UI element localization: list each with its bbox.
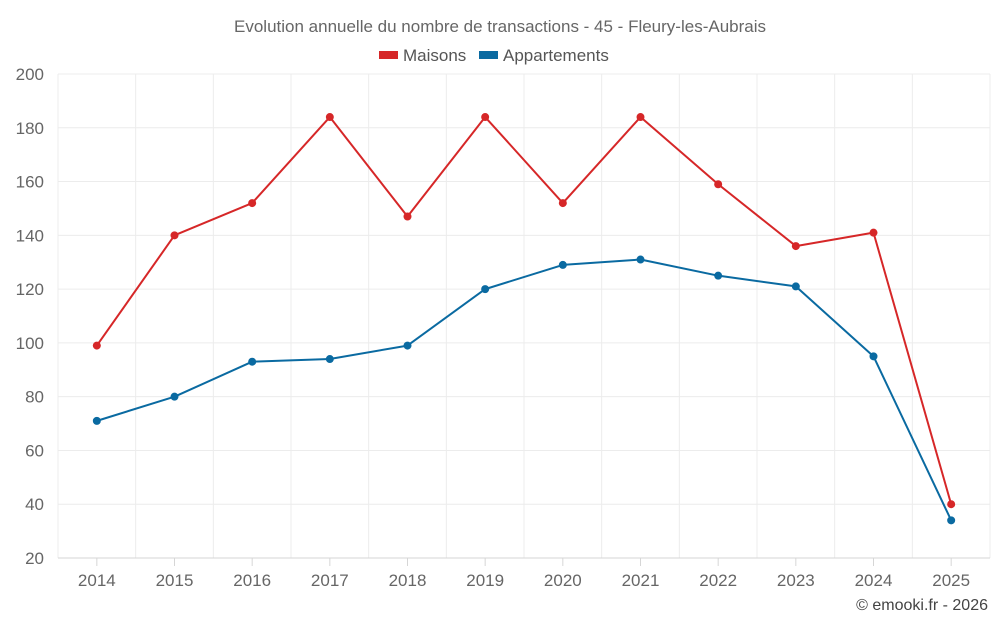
data-point-appartements[interactable] (714, 271, 723, 280)
data-point-maisons[interactable] (403, 212, 412, 221)
credit-text: © emooki.fr - 2026 (856, 597, 988, 614)
axes: 20 40 60 80 100 120 140 160 180 200 2014 2015 2016 20… (16, 65, 990, 590)
y-tick-label: 180 (16, 119, 44, 138)
data-point-appartements[interactable] (325, 355, 334, 364)
y-tick-label: 80 (25, 388, 44, 407)
y-tick-label: 120 (16, 280, 44, 299)
y-tick-label: 40 (25, 495, 44, 514)
legend-label: Maisons (403, 46, 466, 65)
x-tick-label: 2020 (544, 571, 582, 590)
x-tick-label: 2014 (78, 571, 116, 590)
grid (57, 73, 991, 559)
data-point-maisons[interactable] (170, 231, 179, 240)
data-point-appartements[interactable] (791, 282, 800, 291)
legend-swatch (379, 51, 398, 59)
data-point-appartements[interactable] (869, 352, 878, 361)
data-point-appartements[interactable] (248, 357, 257, 366)
data-point-maisons[interactable] (248, 199, 257, 208)
series-line-appartements (96, 258, 953, 521)
data-point-appartements[interactable] (481, 285, 490, 294)
data-point-appartements[interactable] (636, 255, 645, 264)
data-point-maisons[interactable] (636, 113, 645, 122)
x-tick-label: 2018 (389, 571, 427, 590)
data-point-appartements[interactable] (947, 516, 956, 525)
x-tick-label: 2021 (622, 571, 660, 590)
x-tick-label: 2019 (466, 571, 504, 590)
data-point-maisons[interactable] (714, 180, 723, 189)
y-tick-label: 20 (25, 549, 44, 568)
data-point-maisons[interactable] (558, 199, 567, 208)
series-group (92, 113, 956, 525)
y-tick-label: 60 (25, 441, 44, 460)
legend-swatch (479, 51, 498, 59)
x-tick-label: 2015 (156, 571, 194, 590)
x-tick-label: 2023 (777, 571, 815, 590)
data-point-maisons[interactable] (791, 242, 800, 251)
x-tick-label: 2022 (699, 571, 737, 590)
legend-item-appartements[interactable]: Appartements (479, 46, 609, 65)
data-point-appartements[interactable] (92, 416, 101, 425)
data-point-appartements[interactable] (558, 260, 567, 269)
x-tick-label: 2016 (233, 571, 271, 590)
data-point-appartements[interactable] (403, 341, 412, 350)
x-tick-label: 2024 (855, 571, 893, 590)
y-tick-label: 140 (16, 226, 44, 245)
data-point-maisons[interactable] (869, 228, 878, 237)
x-tick-label: 2017 (311, 571, 349, 590)
series-line-maisons (96, 116, 953, 505)
y-tick-label: 100 (16, 334, 44, 353)
data-point-maisons[interactable] (481, 113, 490, 122)
data-point-appartements[interactable] (170, 392, 179, 401)
legend-item-maisons[interactable]: Maisons (379, 46, 466, 65)
data-point-maisons[interactable] (92, 341, 101, 350)
legend-label: Appartements (503, 46, 609, 65)
y-tick-label: 200 (16, 65, 44, 84)
x-tick-label: 2025 (932, 571, 970, 590)
data-point-maisons[interactable] (947, 500, 956, 509)
y-tick-label: 160 (16, 173, 44, 192)
data-point-maisons[interactable] (325, 113, 334, 122)
legend: Maisons Appartements (379, 46, 609, 65)
chart-title: Evolution annuelle du nombre de transact… (234, 17, 766, 36)
